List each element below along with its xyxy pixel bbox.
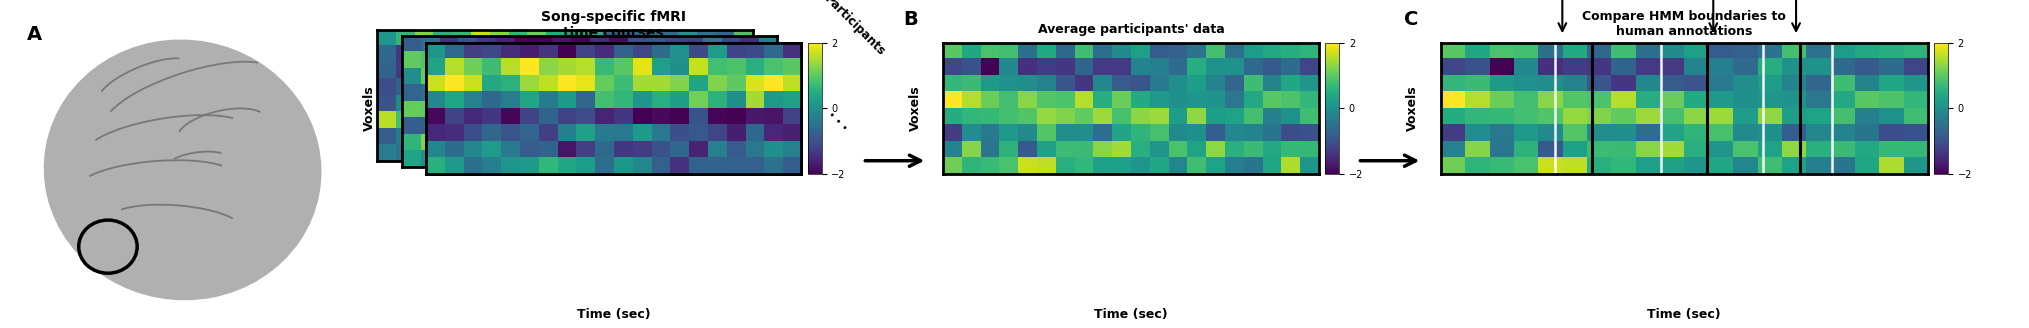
Text: Voxels: Voxels (909, 85, 921, 131)
Text: Time (sec): Time (sec) (576, 308, 651, 321)
Text: B: B (903, 10, 917, 29)
Text: Time (sec): Time (sec) (1094, 308, 1169, 321)
Text: • • •: • • • (826, 109, 850, 133)
Text: C: C (1404, 10, 1418, 29)
Text: Time (sec): Time (sec) (1648, 308, 1721, 321)
Ellipse shape (45, 40, 321, 299)
Text: Voxels: Voxels (363, 85, 375, 131)
Text: Song-specific fMRI
time courses: Song-specific fMRI time courses (542, 10, 686, 40)
Text: Average participants' data: Average participants' data (1037, 23, 1226, 36)
Text: Participants: Participants (822, 0, 887, 59)
Text: A: A (26, 25, 43, 44)
Text: Voxels: Voxels (1406, 85, 1418, 131)
Text: Compare HMM boundaries to
human annotations: Compare HMM boundaries to human annotati… (1583, 10, 1786, 38)
